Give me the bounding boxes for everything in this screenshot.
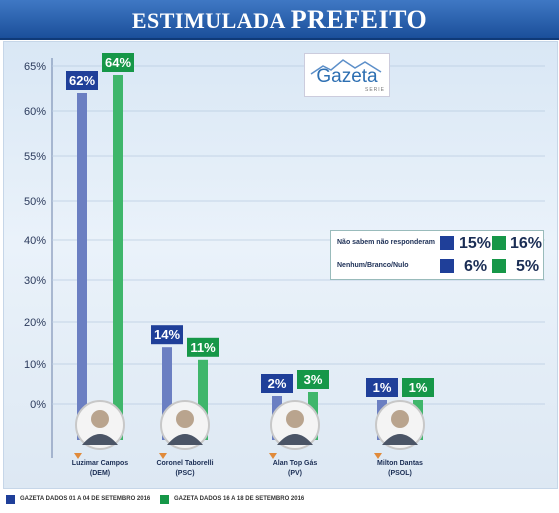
data-label-box (66, 71, 98, 90)
candidate-body (382, 434, 418, 445)
title-bar: ESTIMULADA PREFEITO (0, 0, 559, 40)
legend-row-null: Nenhum/Branco/Nulo 6% 5% (337, 257, 542, 277)
logo-skyline-icon (310, 59, 382, 75)
title-part-1: ESTIMULADA (131, 8, 285, 33)
chart-title: ESTIMULADA PREFEITO (0, 0, 559, 38)
title-part-2: PREFEITO (290, 5, 428, 34)
candidate-party: (PV) (288, 470, 302, 477)
data-label: 3% (304, 372, 323, 387)
data-label-box (187, 337, 219, 357)
candidate-party: (PSOL) (388, 470, 412, 477)
candidate-marker (374, 453, 382, 459)
candidate-name: Milton Dantas (377, 460, 423, 467)
series1-swatch (440, 259, 454, 273)
logo-subtitle: SERIE (364, 87, 385, 93)
candidate-body (167, 434, 203, 445)
legend-label: Não sabem não responderam (337, 239, 436, 246)
candidate-marker (159, 453, 167, 459)
data-label-box (151, 325, 183, 345)
series2-footer-swatch (160, 495, 169, 504)
y-tick-label: 60% (24, 106, 46, 118)
data-label: 62% (69, 73, 95, 88)
data-label-box (402, 378, 434, 397)
series1-swatch (440, 236, 454, 250)
candidate-marker (269, 453, 277, 459)
y-tick-label: 10% (24, 359, 46, 371)
data-label: 14% (154, 327, 180, 342)
data-label: 1% (409, 380, 428, 395)
data-bar (113, 75, 123, 440)
data-label: 1% (373, 380, 392, 395)
candidate-head (91, 410, 109, 428)
y-tick-label: 55% (24, 151, 46, 163)
y-tick-label: 0% (30, 399, 46, 411)
candidate-head (391, 410, 409, 428)
data-bar (198, 359, 208, 440)
candidate-name: Alan Top Gás (273, 460, 318, 467)
footer-legend: GAZETA DADOS 01 A 04 DE SETEMBRO 2016 GA… (0, 490, 559, 513)
data-bar (162, 347, 172, 440)
extra-legend: Não sabem não responderam 15% 16% Nenhum… (330, 230, 544, 280)
legend-label: Nenhum/Branco/Nulo (337, 262, 409, 269)
data-label-box (261, 374, 293, 393)
candidate-name: Coronel Taborelli (156, 460, 213, 467)
y-tick-label: 40% (24, 235, 46, 247)
data-bar (77, 93, 87, 440)
data-label-box (297, 370, 329, 389)
candidate-body (82, 434, 118, 445)
series2-swatch (492, 236, 506, 250)
y-tick-label: 65% (24, 61, 46, 73)
legend-value: 15% (459, 235, 492, 252)
series1-footer-swatch (6, 495, 15, 504)
candidate-party: (DEM) (90, 470, 110, 477)
logo-name: Gazeta (316, 66, 378, 87)
candidate-head (176, 410, 194, 428)
legend-value: 5% (516, 258, 540, 275)
series2-swatch (492, 259, 506, 273)
legend-value: 6% (464, 258, 488, 275)
y-tick-label: 30% (24, 275, 46, 287)
data-label: 2% (268, 376, 287, 391)
data-label-box (102, 53, 134, 72)
data-label-box (366, 378, 398, 397)
candidate-head (286, 410, 304, 428)
y-tick-label: 50% (24, 196, 46, 208)
gazeta-logo: Gazeta SERIE (304, 53, 390, 97)
data-label: 11% (190, 340, 216, 355)
legend-row-undecided: Não sabem não responderam 15% 16% (337, 234, 542, 254)
candidate-body (277, 434, 313, 445)
candidate-party: (PSC) (175, 470, 194, 477)
candidate-marker (74, 453, 82, 459)
candidate-name: Luzimar Campos (72, 460, 129, 467)
y-tick-label: 20% (24, 317, 46, 329)
data-label: 64% (105, 55, 131, 70)
series1-footer-label: GAZETA DADOS 01 A 04 DE SETEMBRO 2016 (20, 496, 151, 502)
series2-footer-label: GAZETA DADOS 16 A 18 DE SETEMBRO 2016 (174, 496, 305, 502)
legend-value: 16% (510, 235, 543, 252)
